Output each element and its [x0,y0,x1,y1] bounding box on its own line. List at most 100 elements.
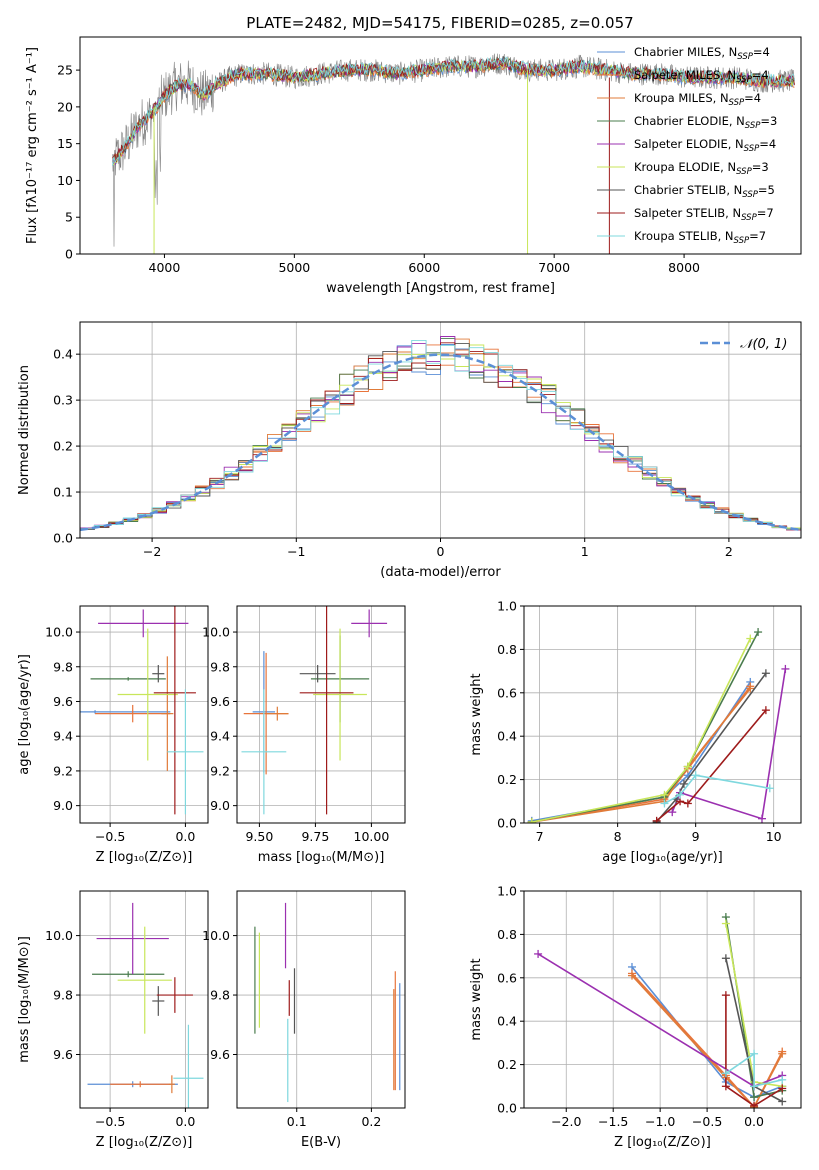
mass-weight-marker [660,790,669,799]
x-tick-label: 10 [766,829,782,844]
mass-weight-marker [754,628,763,637]
x-axis-label: Z [log₁₀(Z/Z⊙)] [96,1135,193,1150]
legend-entry: Chabrier ELODIE, NSSP=3 [634,114,777,131]
y-tick-label: 10.0 [202,928,230,943]
mass-weight-marker [627,971,636,980]
y-tick-label: 9.2 [210,763,230,778]
mass_weight_vs_age-frame: 7 8 9 10 0.0 0.2 0.4 0.6 0.8 1.0 age [log₁₀(age/yr… [469,599,802,865]
legend-entry: Salpeter STELIB, NSSP=7 [634,206,774,223]
x-tick-label: 6000 [408,260,440,275]
legend-entry: Kroupa MILES, NSSP=4 [634,91,761,108]
axes-frame [79,890,209,1109]
x-axis-label: E(B-V) [301,1135,341,1150]
spectrum-plot-area [112,53,795,254]
axes-frame [79,36,802,255]
mass-weight-line [725,1052,783,1088]
residuals-legend: 𝒩(0, 1) [700,337,787,352]
x-axis-label: wavelength [Angstrom, rest frame] [326,281,555,296]
mass-weight-line [531,631,759,823]
residuals-plot-area [80,336,801,538]
mass_weight_vs_age-axes [524,605,801,824]
x-tick-label: 8000 [668,260,700,275]
mass_vs_EBV-axes [237,891,405,1108]
age_vs_mass-frame: 9.50 9.75 10.00 9.0 9.2 9.4 9.6 9.8 10.0 mass [lo… [202,605,406,865]
mass-weight-marker [691,771,700,780]
x-tick-label: 7 [536,829,544,844]
errorbar-point [299,665,336,683]
y-tick-label: 10.0 [45,625,73,640]
y-tick-label: 10.0 [45,928,73,943]
residuals-frame: −2 −1 0 1 2 0.0 0.1 0.2 0.3 0.4 (data-model)/error… [17,321,802,580]
legend-entry: Salpeter MILES, NSSP=4 [634,68,769,85]
x-tick-label: 0.0 [175,829,195,844]
observed-spectrum-line [112,53,795,247]
y-tick-label: 1.0 [497,884,517,899]
mass-weight-marker [750,1093,759,1102]
x-tick-label: 1 [581,544,589,559]
errorbar-point [90,677,166,681]
mass-weight-marker [721,1069,730,1078]
y-tick-label: 20 [57,99,73,114]
errorbar-point [299,606,354,815]
x-axis-label: Z [log₁₀(Z/Z⊙)] [96,850,193,865]
y-tick-label: 9.8 [210,988,230,1003]
mass-weight-marker [721,954,730,963]
legend-entry: Chabrier STELIB, NSSP=5 [634,183,775,200]
mass-weight-marker [781,664,790,673]
x-tick-label: −0.5 [95,829,125,844]
errorbar-point [95,704,171,723]
mass-weight-marker [778,1084,787,1093]
mass-weight-marker [761,706,770,715]
legend-entry: 𝒩(0, 1) [740,337,787,352]
age_vs_Z-frame: −0.5 0.0 9.0 9.2 9.4 9.6 9.8 10.0 Z [log₁₀(Z/Z⊙)… [17,605,209,865]
errorbar-point [173,1024,204,1108]
age_vs_Z-plot-area [80,606,204,815]
mass-weight-marker [721,1082,730,1091]
axes-frame [523,605,802,824]
errorbar-point [153,606,196,815]
errorbar-point [117,628,178,761]
axes-frame [79,605,209,824]
legend-entry: Kroupa ELODIE, NSSP=3 [634,160,769,177]
x-tick-label: −2.0 [551,1114,581,1129]
mass_weight_vs_Z-frame: −2.0 −1.5 −1.0 −0.5 0.0 0.0 0.2 0.4 0.6 0.8 1.0 Z [… [469,884,802,1150]
mass-weight-marker [746,684,755,693]
y-tick-label: 5 [65,210,73,225]
errorbar-point [241,689,287,815]
histogram-step [80,339,801,538]
errorbar-point [96,902,169,975]
y-tick-label: 0.3 [53,393,73,408]
y-axis-label: age [log₁₀(age/yr)] [17,654,32,775]
x-tick-label: −0.5 [95,1114,125,1129]
y-tick-label: 0.8 [497,642,517,657]
y-axis-label: mass weight [469,673,484,755]
y-tick-label: 15 [57,136,73,151]
errorbar-point [117,926,172,1034]
y-tick-label: 9.6 [210,694,230,709]
x-tick-label: 8 [614,829,622,844]
mass_weight_vs_Z-axes [524,890,801,1109]
model-fit-line [112,57,795,163]
mass-weight-marker [534,949,543,958]
legend-entry: Salpeter ELODIE, NSSP=4 [634,137,776,154]
mass-weight-marker [527,818,536,823]
x-tick-label: −2 [143,544,161,559]
mass-weight-marker [746,634,755,643]
legend-entry: Kroupa STELIB, NSSP=7 [634,229,766,246]
x-axis-label: age [log₁₀(age/yr)] [602,850,723,865]
mass-weight-marker [683,799,692,808]
x-tick-label: −0.5 [692,1114,722,1129]
y-tick-label: 9.8 [53,659,73,674]
x-tick-label: −1 [287,544,305,559]
axes-frame [236,890,406,1109]
x-tick-label: 5000 [278,260,310,275]
y-tick-label: 1.0 [497,599,517,614]
mass-weight-marker [676,790,685,799]
x-tick-label: 0.1 [287,1114,307,1129]
y-tick-label: 0.1 [53,485,73,500]
spectrum-frame: 4000 5000 6000 7000 8000 0 5 10 15 20 25 wavelength… [25,36,802,296]
x-tick-label: −1.0 [645,1114,675,1129]
x-tick-label: 9.75 [301,829,329,844]
legend-entry: Chabrier MILES, NSSP=4 [634,45,770,62]
